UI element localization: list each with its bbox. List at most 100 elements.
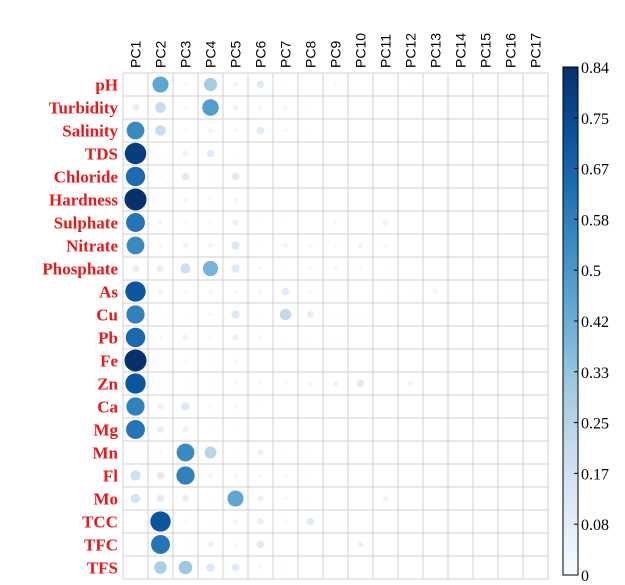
correlation-circle: [232, 219, 239, 226]
correlation-circle: [125, 373, 146, 394]
plot-circles: [124, 76, 438, 575]
row-label: Nitrate: [66, 237, 118, 256]
correlation-circle: [258, 565, 263, 570]
correlation-circle: [258, 266, 263, 271]
correlation-circle: [182, 334, 189, 341]
correlation-circle: [184, 313, 187, 316]
correlation-circle: [233, 381, 238, 386]
colorbar-tick-label: 0.17: [581, 466, 609, 483]
correlation-circle: [284, 336, 287, 339]
correlation-circle: [157, 403, 164, 410]
row-label: Mo: [93, 490, 118, 509]
correlation-circle: [234, 451, 237, 454]
correlation-circle: [258, 381, 263, 386]
correlation-circle: [308, 289, 313, 294]
correlation-circle: [383, 243, 388, 248]
column-label: PC4: [203, 41, 219, 68]
correlation-circle: [233, 82, 238, 87]
correlation-circle: [134, 451, 137, 454]
correlation-circle: [409, 83, 412, 86]
correlation-circle: [158, 220, 163, 225]
correlation-circle: [357, 242, 364, 249]
correlation-circle: [208, 312, 213, 317]
correlation-circle: [183, 289, 188, 294]
correlation-circle: [183, 197, 188, 202]
correlation-circle: [209, 520, 212, 523]
row-label: Cu: [96, 306, 118, 325]
correlation-circle: [176, 466, 195, 485]
correlation-circle: [284, 83, 287, 86]
correlation-circle: [132, 265, 139, 272]
colorbar-tick-label: 0.75: [581, 111, 609, 128]
correlation-circle: [206, 563, 215, 572]
correlation-circle: [178, 560, 193, 575]
correlation-circle: [159, 359, 162, 362]
correlation-circle: [409, 290, 412, 293]
row-label: Hardness: [49, 191, 118, 210]
correlation-circle: [208, 473, 213, 478]
column-label: PC10: [353, 33, 369, 68]
correlation-circle: [382, 495, 389, 502]
correlation-circle: [208, 220, 213, 225]
correlation-circle: [134, 83, 137, 86]
correlation-circle: [283, 105, 288, 110]
correlation-circle: [176, 443, 195, 462]
correlation-circle: [308, 381, 313, 386]
column-label: PC6: [253, 41, 269, 68]
correlation-circle: [234, 152, 237, 155]
correlation-circle: [259, 244, 262, 247]
correlation-circle: [158, 335, 163, 340]
correlation-circle: [283, 381, 288, 386]
correlation-circle: [309, 129, 312, 132]
correlation-circle: [332, 380, 339, 387]
correlation-circle: [159, 382, 162, 385]
correlation-circle: [181, 172, 190, 181]
correlation-circle: [257, 518, 264, 525]
column-label: PC8: [303, 41, 319, 68]
correlation-circle: [209, 359, 212, 362]
correlation-circle: [257, 495, 264, 502]
column-label: PC17: [528, 33, 544, 68]
correlation-circle: [206, 149, 215, 158]
colorbar-tick-label: 0.25: [581, 416, 609, 433]
correlation-circle: [208, 335, 213, 340]
row-label: As: [99, 283, 118, 302]
correlation-circle: [283, 128, 288, 133]
correlation-circle: [124, 142, 147, 165]
correlation-circle: [306, 517, 315, 526]
correlation-circle: [334, 336, 337, 339]
colorbar-ticks: 0.84 0.75 0.67 0.58 0.5 0.42 0.33 0.25 0.17 0.08 0: [574, 60, 609, 585]
correlation-circle: [151, 535, 170, 554]
row-label: Ca: [97, 398, 118, 417]
correlation-circle: [126, 397, 145, 416]
colorbar-tick-label: 0: [581, 568, 589, 585]
correlation-circle: [125, 281, 146, 302]
correlation-circle: [233, 197, 238, 202]
correlation-circle: [256, 540, 265, 549]
correlation-circle: [184, 382, 187, 385]
correlation-circle: [283, 519, 288, 524]
correlation-circle: [183, 105, 188, 110]
row-labels: pH Turbidity Salinity TDS Chloride Hardness Su…: [42, 76, 118, 578]
correlation-circle: [126, 305, 145, 324]
correlation-circle: [233, 128, 238, 133]
correlation-circle: [359, 313, 362, 316]
correlation-circle: [334, 290, 337, 293]
correlation-circle: [209, 175, 212, 178]
column-label: PC13: [428, 33, 444, 68]
colorbar-tick-label: 0.58: [581, 212, 609, 229]
correlation-circle: [259, 221, 262, 224]
correlation-circle: [182, 242, 189, 249]
correlation-circle: [182, 150, 189, 157]
correlation-circle: [209, 428, 212, 431]
correlation-circle: [258, 289, 263, 294]
correlation-circle: [233, 542, 238, 547]
correlation-circle: [134, 543, 137, 546]
correlation-circle: [384, 290, 387, 293]
colorbar-tick-label: 0.33: [581, 365, 609, 382]
row-label: TCC: [82, 513, 118, 532]
correlation-circle: [182, 426, 189, 433]
correlation-circle: [356, 379, 365, 388]
correlation-circle: [184, 543, 187, 546]
colorbar-tick-label: 0.5: [581, 263, 601, 280]
